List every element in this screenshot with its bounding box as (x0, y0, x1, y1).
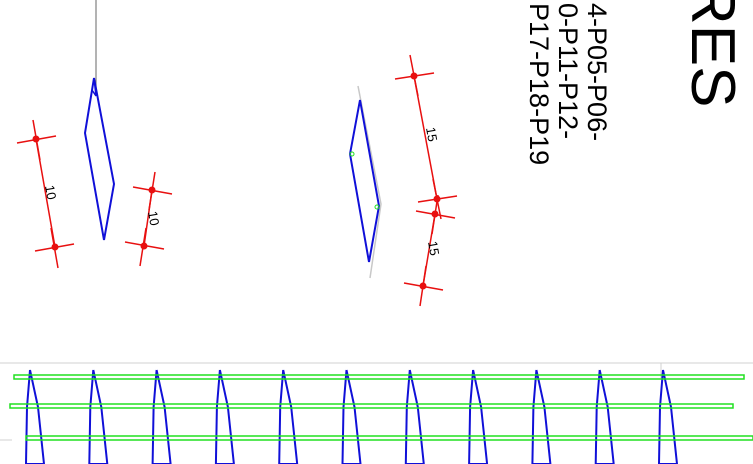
dimension-node (51, 243, 59, 251)
stirrup-elevation (214, 369, 235, 464)
dimension-node (140, 242, 148, 250)
dimension-node (148, 186, 156, 194)
stirrup-elevation (657, 369, 679, 464)
dimension-label-right-upper: 15 (423, 126, 440, 143)
dimension-label-right-lower: 15 (425, 240, 442, 257)
dimension-node (32, 135, 40, 143)
reference-label-line-2: 0-P11-P12- (553, 3, 583, 139)
stirrup-hook-left (91, 77, 97, 97)
stirrup-elevation (151, 369, 172, 464)
dimension-label-left-short: 10 (145, 210, 162, 227)
reference-label-line-3: P17-P18-P19 (524, 3, 554, 165)
longitudinal-bar-marker (374, 204, 380, 210)
faint-outline (357, 85, 382, 279)
dimension-label-left-long: 10 (42, 184, 59, 201)
stirrup-elevation (531, 369, 552, 464)
longitudinal-bar-marker (349, 151, 355, 157)
stirrup-elevation (24, 369, 46, 464)
stirrup-elevation (404, 369, 425, 464)
reference-label-line-1: 4-P05-P06- (582, 3, 612, 141)
stirrup-elevation (278, 369, 299, 464)
dimension-node (419, 282, 427, 290)
stirrup-elevation (341, 369, 362, 464)
stirrup-section-right (348, 99, 381, 263)
stirrup-elevation (594, 369, 615, 464)
longitudinal-bar-bottom (25, 435, 753, 441)
stirrup-elevation (468, 369, 489, 464)
stirrup-section-left (83, 77, 116, 241)
dimension-node (431, 210, 439, 218)
title-fragment: RES (678, 0, 747, 107)
longitudinal-bar-middle (9, 403, 734, 409)
stirrup-elevation (88, 369, 109, 464)
dimension-node (410, 72, 418, 80)
longitudinal-bars (9, 374, 753, 441)
longitudinal-bar-top (13, 374, 745, 380)
beam-elevation (0, 362, 753, 464)
